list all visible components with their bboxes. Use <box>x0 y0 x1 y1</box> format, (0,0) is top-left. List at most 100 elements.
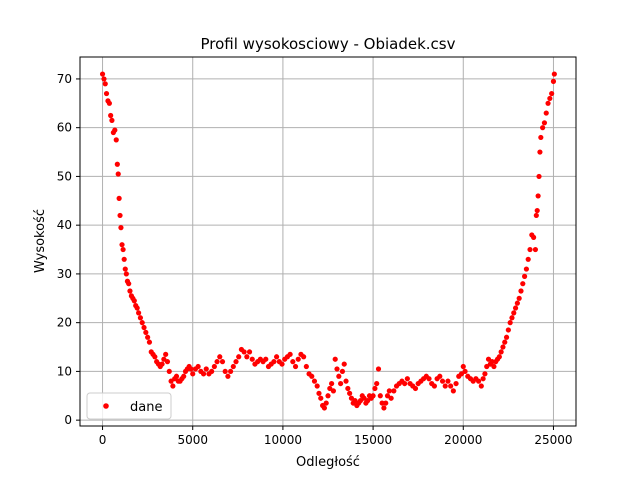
data-point <box>249 356 255 362</box>
data-point <box>505 327 511 333</box>
data-point <box>120 246 126 253</box>
data-point <box>164 359 171 365</box>
data-point <box>106 100 112 106</box>
x-tick-label: 20000 <box>444 433 482 447</box>
y-tick-label: 70 <box>57 72 72 86</box>
data-point <box>482 371 488 377</box>
data-point <box>123 271 129 277</box>
data-point <box>404 376 410 382</box>
data-point <box>126 281 132 287</box>
data-point <box>538 134 544 141</box>
data-point <box>292 363 299 370</box>
data-point <box>534 207 540 214</box>
data-point <box>119 242 125 248</box>
data-point <box>287 351 293 357</box>
data-point <box>453 380 459 387</box>
y-tick-label: 40 <box>57 218 72 232</box>
data-point <box>271 359 277 365</box>
data-point <box>511 310 517 316</box>
data-point <box>489 359 495 365</box>
data-point <box>533 212 539 219</box>
data-point <box>509 315 515 321</box>
data-point <box>316 390 322 396</box>
x-tick-label: 15000 <box>354 433 392 447</box>
data-point <box>516 295 522 301</box>
data-point <box>476 378 482 384</box>
data-point <box>543 110 549 116</box>
data-point <box>332 356 338 362</box>
data-point <box>541 120 548 126</box>
data-point <box>375 366 382 372</box>
data-point <box>460 363 466 370</box>
data-point <box>279 361 285 367</box>
data-point <box>383 400 389 406</box>
x-tick-label: 25000 <box>534 433 572 447</box>
data-point <box>246 349 253 355</box>
y-tick-label: 60 <box>57 121 72 135</box>
data-point <box>127 288 133 294</box>
data-point <box>503 334 510 340</box>
data-point <box>507 320 513 326</box>
data-point <box>108 112 114 119</box>
data-point <box>329 380 335 387</box>
data-point <box>303 363 309 370</box>
data-point <box>170 383 176 389</box>
data-point <box>109 117 115 123</box>
y-axis-ticks: 0 10 20 30 40 50 60 70 <box>57 72 80 427</box>
y-tick-label: 0 <box>64 413 72 427</box>
data-point <box>116 195 122 201</box>
data-point <box>152 354 158 360</box>
data-point <box>523 266 530 272</box>
data-point <box>211 363 217 370</box>
data-point <box>498 349 504 355</box>
data-point <box>448 383 454 389</box>
data-point <box>137 315 144 321</box>
data-point <box>188 366 194 372</box>
data-point <box>311 378 318 384</box>
plot-frame <box>79 56 577 427</box>
data-point <box>222 368 228 375</box>
data-point <box>314 383 320 389</box>
x-axis-label: Odległość <box>296 455 360 470</box>
data-point <box>412 385 419 392</box>
data-point <box>551 71 557 77</box>
data-point <box>214 359 220 365</box>
data-point <box>500 344 506 350</box>
data-point <box>520 281 526 287</box>
data-point <box>370 393 376 399</box>
data-point <box>117 212 123 219</box>
data-point <box>462 368 468 375</box>
data-point <box>374 380 380 387</box>
data-point <box>514 300 520 306</box>
data-point <box>309 373 315 379</box>
legend-label: dane <box>130 400 162 415</box>
data-point <box>536 173 542 180</box>
data-point <box>386 388 392 394</box>
data-point <box>103 90 110 97</box>
data-point <box>118 225 124 231</box>
data-point <box>233 359 239 365</box>
data-point <box>217 354 223 360</box>
data-point <box>244 354 250 360</box>
data-point <box>545 100 551 106</box>
data-point <box>114 161 120 167</box>
data-point <box>99 71 106 77</box>
x-axis-ticks: 0 5000 10000 15000 20000 25000 <box>99 426 573 447</box>
data-point <box>437 373 443 379</box>
y-tick-label: 10 <box>57 364 72 378</box>
data-point <box>166 368 172 375</box>
data-point <box>113 137 119 143</box>
data-point <box>323 400 329 406</box>
data-point <box>295 356 301 362</box>
data-point <box>225 373 231 379</box>
data-point <box>343 378 349 384</box>
chart-title: Profil wysokosciowy - Obiadek.csv <box>201 35 456 53</box>
data-point <box>391 388 397 394</box>
data-point <box>537 149 543 155</box>
data-point <box>445 378 451 384</box>
data-point <box>531 234 537 240</box>
data-point <box>518 288 524 294</box>
data-point <box>203 366 209 372</box>
data-point <box>163 351 169 357</box>
data-point <box>336 373 342 379</box>
